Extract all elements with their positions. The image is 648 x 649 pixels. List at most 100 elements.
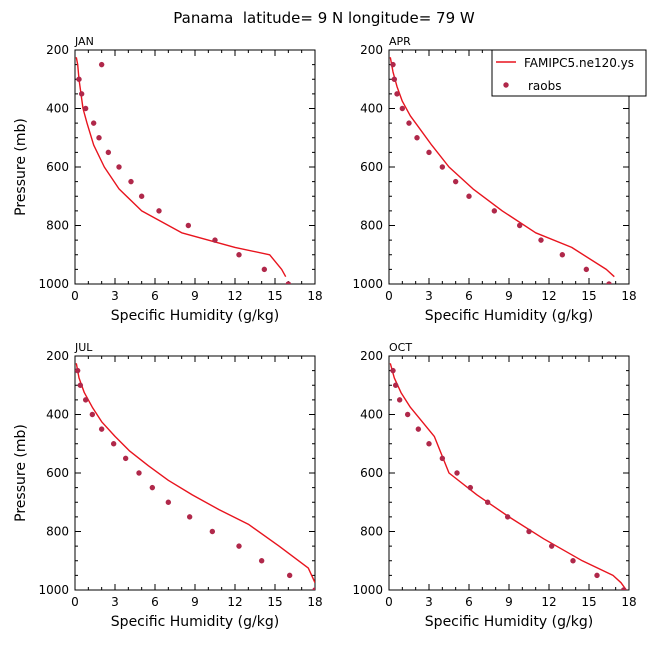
raobs-point	[394, 91, 400, 97]
raobs-point	[391, 76, 398, 82]
raobs-point	[116, 164, 122, 170]
raobs-point	[236, 543, 242, 549]
x-tick-label: 6	[151, 595, 159, 609]
raobs-point	[452, 178, 459, 185]
y-tick-label: 600	[46, 160, 69, 174]
y-tick-label: 200	[46, 43, 69, 57]
raobs-point	[236, 252, 242, 258]
y-tick-label: 200	[360, 43, 383, 57]
x-tick-label: 9	[191, 595, 199, 609]
raobs-point	[82, 397, 89, 403]
raobs-point	[484, 499, 491, 505]
raobs-point	[312, 587, 315, 590]
y-tick-label: 800	[360, 525, 383, 539]
panel-oct: 0 3 6 9 12 15 18 200 400 600 800 1000 Specific Humid…	[352, 341, 636, 630]
raobs-point	[105, 149, 112, 156]
raobs-point	[110, 441, 117, 447]
y-tick-label: 200	[360, 349, 383, 363]
plot-area	[75, 57, 292, 284]
raobs-point	[136, 470, 142, 476]
raobs-point	[390, 367, 396, 374]
raobs-point	[439, 164, 446, 170]
raobs-point	[75, 367, 81, 374]
panel-apr: 0 3 6 9 12 15 18 200 400 600 800 1000 Specific Humid…	[352, 35, 636, 324]
raobs-point	[415, 426, 422, 432]
x-tick-label: 12	[227, 289, 242, 303]
legend-obs-label: raobs	[528, 79, 562, 93]
plot-area	[389, 57, 615, 284]
x-tick-label: 6	[465, 595, 473, 609]
legend-marker-swatch	[503, 82, 509, 88]
raobs-point	[98, 426, 105, 432]
model-profile-line	[75, 363, 315, 583]
y-tick-label: 600	[360, 466, 383, 480]
raobs-point	[77, 382, 84, 388]
raobs-point	[426, 441, 432, 447]
y-tick-label: 400	[46, 102, 69, 116]
y-tick-label: 400	[360, 102, 383, 116]
raobs-point	[396, 397, 403, 403]
raobs-point	[76, 76, 82, 82]
y-tick-label: 800	[46, 219, 69, 233]
raobs-point	[466, 193, 472, 199]
raobs-point	[491, 208, 498, 214]
raobs-point	[286, 572, 293, 579]
raobs-point	[559, 252, 566, 258]
raobs-point	[390, 61, 396, 68]
model-profile-line	[75, 57, 287, 278]
raobs-point	[406, 120, 412, 126]
raobs-point	[414, 135, 420, 141]
raobs-point	[606, 281, 612, 284]
raobs-point	[516, 222, 523, 229]
panel-jan: 0 3 6 9 12 15 18 200 400 600 800 1000 Specific Humid…	[13, 35, 323, 324]
x-tick-label: 9	[505, 595, 513, 609]
y-tick-label: 1000	[352, 277, 383, 291]
x-tick-label: 9	[505, 289, 513, 303]
raobs-point	[526, 528, 532, 535]
x-tick-label: 3	[425, 289, 433, 303]
legend-box	[491, 49, 647, 97]
x-tick-label: 12	[541, 289, 556, 303]
raobs-point	[90, 120, 97, 126]
x-tick-label: 12	[227, 595, 242, 609]
raobs-point	[583, 266, 590, 273]
raobs-point	[209, 528, 216, 535]
x-tick-label: 0	[71, 595, 79, 609]
x-tick-label: 0	[71, 289, 79, 303]
raobs-point	[548, 543, 555, 549]
y-tick-label: 1000	[38, 583, 69, 597]
raobs-point	[156, 208, 162, 214]
raobs-point	[261, 266, 268, 273]
legend: FAMIPC5.ne120.ys raobs	[491, 49, 647, 97]
x-tick-label: 6	[465, 289, 473, 303]
raobs-point	[620, 587, 627, 590]
raobs-point	[78, 91, 85, 97]
x-tick-label: 15	[581, 289, 596, 303]
x-tick-label: 0	[385, 595, 393, 609]
x-tick-label: 12	[541, 595, 556, 609]
x-tick-label: 15	[267, 595, 282, 609]
y-tick-label: 600	[46, 466, 69, 480]
plot-area	[75, 363, 315, 590]
model-profile-line	[389, 57, 615, 278]
raobs-point	[538, 237, 544, 243]
model-profile-line	[389, 363, 627, 590]
x-axis-label: Specific Humidity (g/kg)	[111, 614, 279, 630]
raobs-point	[258, 558, 265, 564]
y-tick-label: 600	[360, 160, 383, 174]
raobs-point	[392, 382, 399, 388]
raobs-point	[165, 499, 172, 505]
x-axis-label: Specific Humidity (g/kg)	[425, 308, 593, 324]
panel-jul: 0 3 6 9 12 15 18 200 400 600 800 1000 Specific Humid…	[13, 341, 323, 630]
raobs-point	[89, 411, 96, 418]
x-tick-label: 3	[111, 289, 119, 303]
y-tick-label: 400	[360, 408, 383, 422]
y-tick-label: 1000	[38, 277, 69, 291]
x-tick-label: 18	[621, 289, 636, 303]
y-tick-label: 800	[46, 525, 69, 539]
raobs-point	[454, 470, 460, 476]
raobs-point	[285, 281, 292, 284]
y-tick-label: 800	[360, 219, 383, 233]
